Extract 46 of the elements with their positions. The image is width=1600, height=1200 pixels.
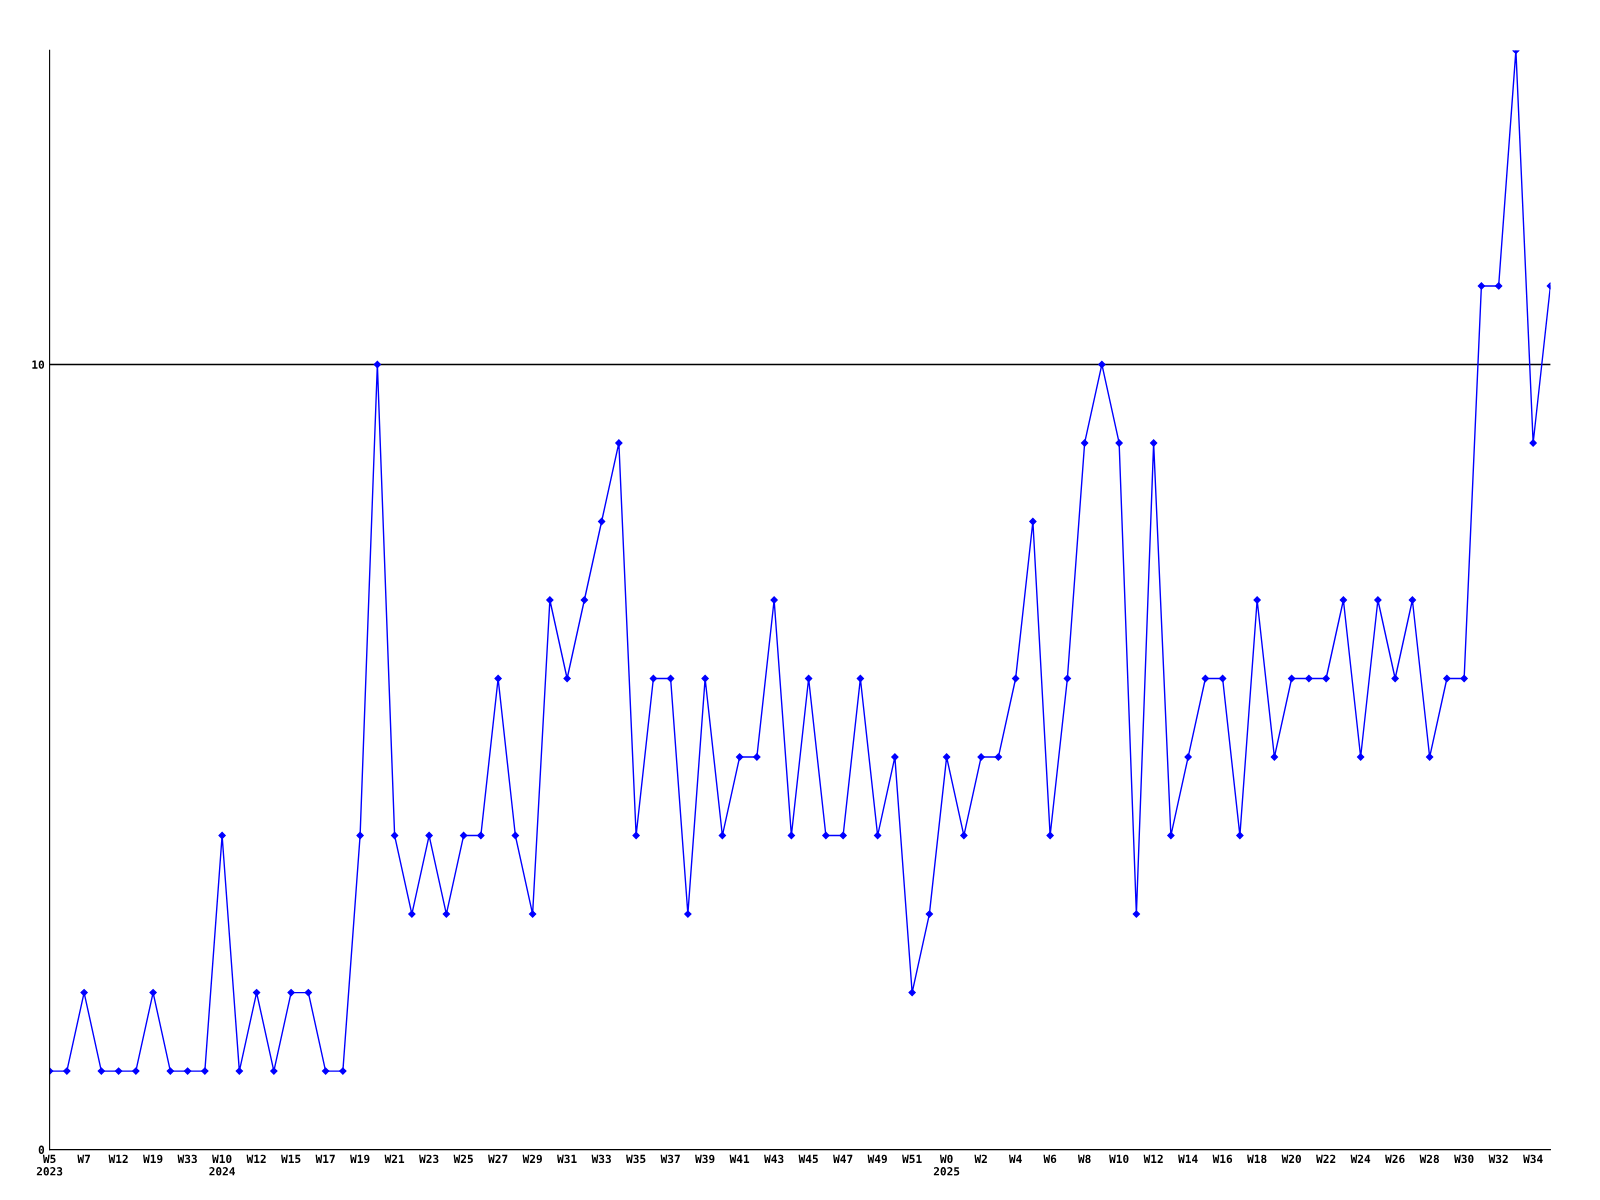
x-tick-label: W6 [1043,1154,1057,1164]
x-tick-label: W7 [77,1154,90,1163]
x-tick-label: W41 [729,1154,750,1163]
x-tick-label: W37 [660,1154,680,1164]
x-tick-label: W25 [453,1154,473,1164]
x-tick-label: W39 [695,1154,715,1164]
x-tick-label: W32 [1488,1154,1508,1164]
x-tick-label: W0 2025 [933,1154,960,1176]
x-tick-label: W49 [867,1154,887,1164]
x-tick-label: W12 [246,1154,266,1163]
x-tick-label: W16 [1212,1154,1233,1164]
x-tick-label: W24 [1350,1154,1371,1163]
x-tick-label: W43 [764,1154,784,1164]
x-tick-label: W28 [1419,1154,1439,1164]
x-tick-label: W21 [384,1154,405,1163]
x-tick-label: W30 [1454,1154,1474,1164]
x-tick-label: W17 [315,1154,335,1163]
y-tick-label: 0 [38,1145,45,1154]
x-tick-label: W19 [350,1154,370,1164]
x-tick-label: W31 [557,1154,577,1164]
x-tick-label: W33 [177,1154,197,1164]
x-tick-label: W14 [1178,1154,1198,1163]
x-tick-label: W29 [522,1154,542,1164]
x-tick-label: W51 [902,1154,922,1164]
x-tick-label: W45 [798,1154,818,1164]
x-tick-label: W35 [626,1154,646,1164]
x-tick-label: W12 [108,1154,128,1163]
x-tick-label: W20 [1281,1154,1302,1164]
x-tick-label: W33 [591,1154,611,1164]
x-tick-label: W12 [1143,1154,1163,1163]
x-tick-label: W19 [143,1154,163,1164]
x-tick-label: W26 [1385,1154,1405,1164]
x-tick-label: W47 [833,1154,853,1163]
x-tick-label: W10 2024 [209,1154,235,1176]
x-tick-label: W27 [488,1154,508,1163]
x-tick-label: W15 [281,1154,301,1164]
x-tick-label: W34 [1523,1154,1543,1164]
x-tick-label: W5 2023 [36,1154,63,1176]
y-tick-label: 10 [32,360,45,369]
x-tick-label: W10 [1109,1154,1129,1164]
x-tick-label: W23 [419,1154,439,1164]
x-tick-label: W22 [1316,1154,1336,1163]
x-tick-label: W8 [1077,1154,1091,1164]
x-tick-label: W18 [1247,1154,1267,1164]
x-tick-label: W2 [974,1154,987,1163]
x-tick-label: W4 [1008,1154,1022,1163]
